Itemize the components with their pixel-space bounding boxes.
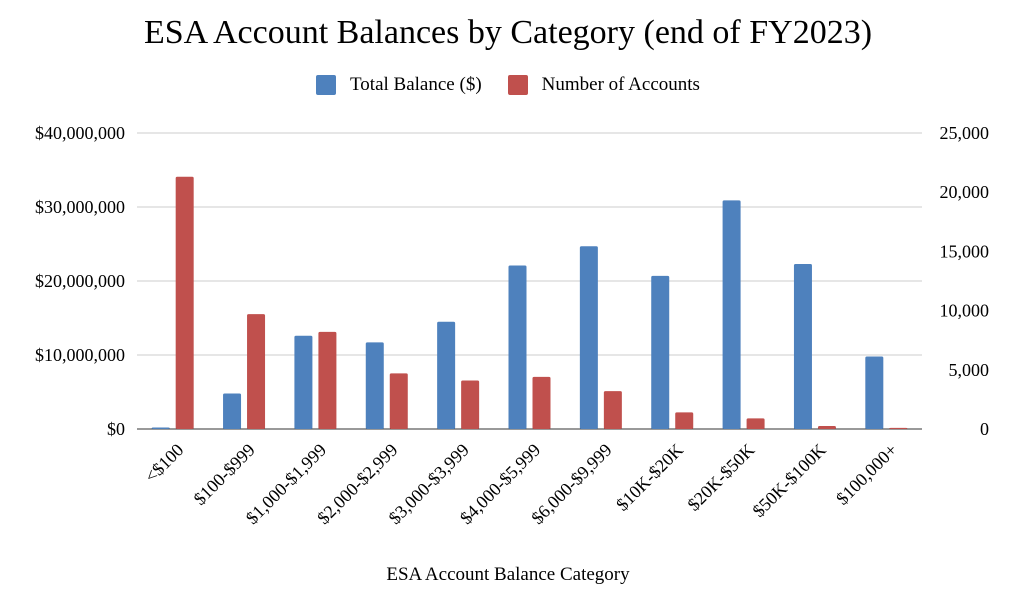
legend-swatch-number-of-accounts (507, 75, 528, 95)
chart-title: ESA Account Balances by Category (end of… (143, 14, 873, 51)
legend-swatch-total-balance (316, 75, 337, 95)
legend-item-number-of-accounts: Number of Accounts (507, 74, 700, 96)
bar-number-of-accounts (175, 176, 194, 429)
x-axis-tick-label: $20K-$50K (683, 440, 758, 515)
legend-label-number-of-accounts: Number of Accounts (541, 74, 700, 95)
bar-total-balance (651, 275, 670, 429)
bar-total-balance (508, 265, 527, 429)
x-axis-title: ESA Account Balance Category (386, 564, 630, 585)
bar-number-of-accounts (247, 314, 266, 429)
bar-number-of-accounts (817, 426, 836, 429)
x-axis-tick-label: $100-$999 (190, 440, 259, 509)
bar-total-balance (151, 427, 170, 429)
y2-axis-tick-label: 10,000 (940, 301, 990, 321)
bar-total-balance (223, 393, 242, 429)
bar-number-of-accounts (532, 376, 551, 429)
y-axis-tick-label: $30,000,000 (35, 197, 125, 217)
x-axis-tick-label: $10K-$20K (612, 440, 687, 515)
bar-total-balance (365, 342, 384, 429)
bar-total-balance (294, 335, 313, 429)
y-axis-tick-label: $40,000,000 (35, 123, 125, 143)
bar-total-balance (722, 200, 741, 429)
y-axis-tick-label: $20,000,000 (35, 271, 125, 291)
bar-number-of-accounts (461, 380, 480, 429)
bar-number-of-accounts (746, 418, 765, 429)
x-axis-tick-label: $100,000+ (832, 440, 901, 509)
bar-total-balance (437, 321, 456, 429)
x-axis-tick-label: $50K-$100K (748, 440, 829, 521)
bar-total-balance (579, 246, 598, 429)
bar-total-balance (793, 263, 812, 429)
bar-total-balance (865, 356, 884, 429)
y-axis-tick-label: $0 (107, 419, 125, 439)
bar-number-of-accounts (603, 391, 622, 429)
y2-axis-tick-label: 15,000 (940, 241, 990, 261)
y2-axis-tick-label: 5,000 (949, 360, 990, 380)
bar-number-of-accounts (889, 427, 908, 429)
y2-axis-tick-label: 0 (980, 419, 989, 439)
legend: Total Balance ($) Number of Accounts (0, 74, 1016, 96)
y2-axis-tick-label: 25,000 (940, 123, 990, 143)
bar-number-of-accounts (675, 412, 694, 429)
y-axis-tick-label: $10,000,000 (35, 345, 125, 365)
x-axis-tick-label: <$100 (141, 440, 188, 487)
bar-number-of-accounts (389, 373, 408, 429)
y2-axis-tick-label: 20,000 (940, 182, 990, 202)
legend-item-total-balance: Total Balance ($) (316, 74, 482, 96)
legend-label-total-balance: Total Balance ($) (350, 74, 482, 95)
bar-number-of-accounts (318, 331, 337, 429)
